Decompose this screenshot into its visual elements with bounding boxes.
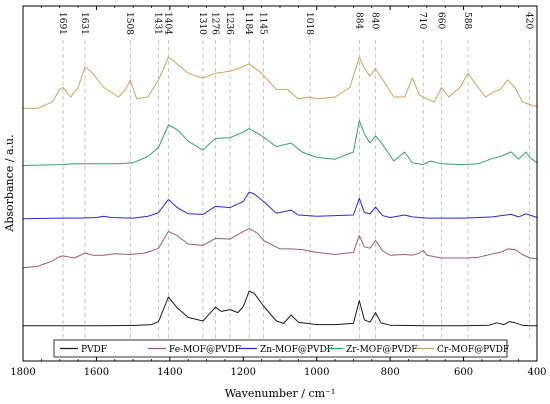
peak-label-1508: 1508 — [124, 12, 134, 35]
peak-label-1404: 1404 — [162, 12, 172, 35]
legend-label-2: Zn-MOF@PVDF — [260, 345, 333, 355]
x-tick-label-1400: 1400 — [157, 367, 182, 378]
legend: PVDF Fe-MOF@PVDF Zn-MOF@PVDF Zr-MOF@PVDF Cr-… — [53, 339, 509, 358]
x-axis-title: Wavenumber / cm⁻¹ — [225, 387, 336, 400]
peak-label-710: 710 — [417, 12, 427, 29]
series-line-1 — [22, 228, 538, 269]
peak-label-840: 840 — [370, 12, 380, 29]
x-tick-label-1600: 1600 — [84, 367, 109, 378]
peak-label-884: 884 — [353, 12, 363, 29]
peak-label-1310: 1310 — [197, 12, 207, 35]
peak-label-588: 588 — [462, 12, 472, 29]
peak-label-1145: 1145 — [258, 12, 268, 35]
peak-label-1018: 1018 — [304, 12, 314, 35]
peak-label-1236: 1236 — [224, 12, 234, 35]
x-tick-label-800: 800 — [381, 367, 400, 378]
peak-guide-lines — [62, 40, 530, 340]
series-line-2 — [22, 191, 538, 220]
peak-label-1631: 1631 — [79, 12, 89, 35]
y-axis-title: Absorbance / a.u. — [3, 134, 16, 232]
x-tick-label-600: 600 — [454, 367, 473, 378]
legend-label-1: Fe-MOF@PVDF — [169, 345, 241, 355]
peak-label-1184: 1184 — [243, 12, 253, 35]
peak-label-420: 420 — [524, 12, 534, 29]
x-tick-label-400: 400 — [527, 367, 546, 378]
peak-label-1431: 1431 — [153, 12, 163, 35]
series-line-4 — [23, 56, 538, 109]
x-axis-ticks: 1800 1600 1400 1200 1000 800 600 400 — [10, 6, 547, 378]
x-tick-label-1200: 1200 — [231, 367, 256, 378]
legend-label-3: Zr-MOF@PVDF — [346, 345, 417, 355]
peak-label-1276: 1276 — [209, 12, 219, 35]
peak-label-660: 660 — [436, 12, 446, 29]
series-line-3 — [22, 120, 538, 166]
x-tick-label-1000: 1000 — [304, 367, 329, 378]
x-tick-label-1800: 1800 — [10, 367, 35, 378]
peak-labels: 1691 1631 1508 1431 1404 1310 1276 1236 1184 1145… — [57, 12, 534, 35]
legend-label-0: PVDF — [81, 345, 107, 355]
series-line-0 — [23, 290, 537, 327]
peak-label-1691: 1691 — [57, 12, 67, 35]
legend-box — [53, 339, 508, 358]
legend-label-4: Cr-MOF@PVDF — [437, 345, 509, 355]
spectra-series — [22, 56, 538, 327]
